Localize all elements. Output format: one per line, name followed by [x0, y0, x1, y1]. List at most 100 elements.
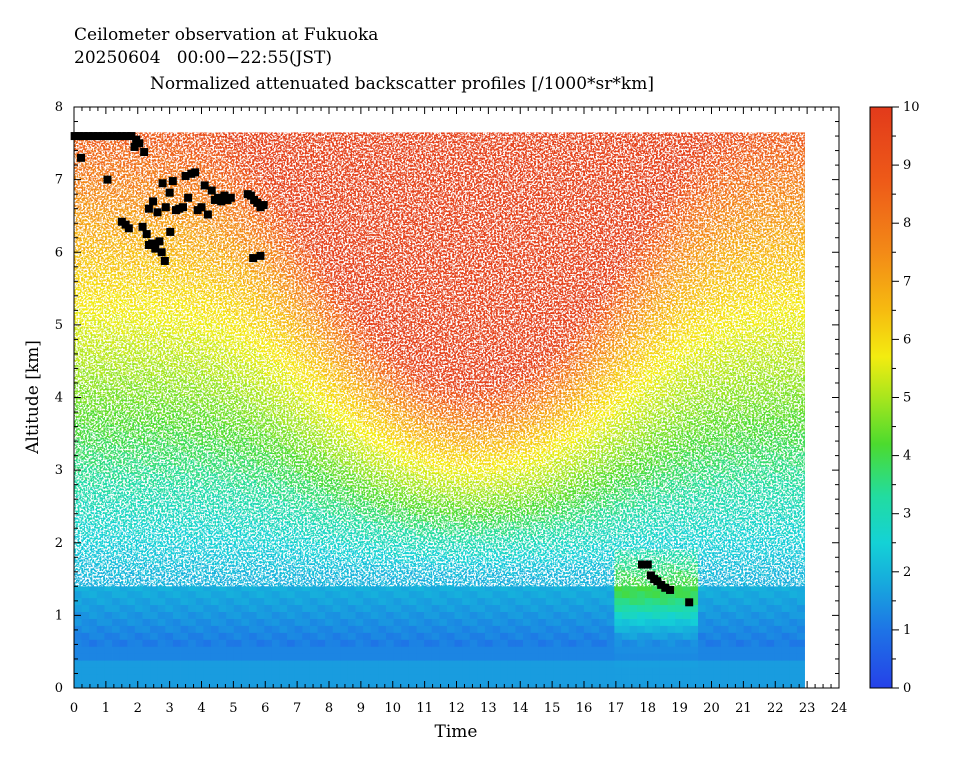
heat-cell — [180, 632, 189, 640]
heat-cell — [530, 667, 539, 675]
heat-cell — [89, 681, 98, 689]
heat-cell — [408, 604, 417, 612]
heat-cell — [591, 625, 600, 633]
heat-cell — [789, 597, 798, 606]
heat-cell — [89, 590, 98, 599]
heat-cell — [758, 618, 767, 626]
heat-cell — [363, 625, 372, 633]
heat-cell — [644, 618, 653, 626]
heat-cell — [477, 646, 486, 654]
heat-cell — [302, 597, 311, 606]
heat-cell — [408, 646, 417, 654]
heat-cell — [325, 590, 334, 599]
heat-cell — [637, 604, 646, 612]
heat-cell — [431, 639, 440, 647]
heat-cell — [218, 597, 227, 606]
heat-cell — [446, 660, 455, 668]
heat-cell — [523, 590, 532, 599]
heat-cell — [606, 660, 615, 668]
heat-cell — [454, 604, 463, 612]
heat-cell — [667, 653, 676, 661]
heat-cell — [317, 618, 326, 626]
heat-cell — [393, 625, 402, 633]
heat-cell — [172, 674, 181, 682]
heat-cell — [302, 590, 311, 599]
heat-cell — [279, 618, 288, 626]
heat-cell — [195, 604, 204, 612]
heat-cell — [424, 583, 433, 592]
heat-cell — [659, 653, 668, 661]
heat-cell — [241, 653, 250, 661]
heat-cell — [728, 604, 737, 612]
heat-cell — [591, 632, 600, 640]
heat-cell — [226, 611, 235, 619]
heat-cell — [507, 590, 516, 599]
heat-cell — [408, 632, 417, 640]
heat-cell — [515, 660, 524, 668]
heat-cell — [393, 646, 402, 654]
heat-cell — [210, 667, 219, 675]
heat-cell — [629, 681, 638, 689]
heat-cell — [690, 597, 699, 606]
heat-cell — [233, 660, 242, 668]
heat-cell — [264, 674, 273, 682]
heat-cell — [659, 625, 668, 633]
heat-cell — [363, 611, 372, 619]
heat-cell — [644, 632, 653, 640]
heat-cell — [507, 674, 516, 682]
heat-cell — [188, 639, 197, 647]
heat-cell — [515, 583, 524, 592]
heat-cell — [637, 583, 646, 592]
heat-cell — [568, 583, 577, 592]
heat-cell — [766, 667, 775, 675]
heat-cell — [309, 674, 318, 682]
heat-cell — [644, 590, 653, 599]
heat-cell — [621, 604, 630, 612]
heat-cell — [172, 646, 181, 654]
heat-cell — [134, 625, 143, 633]
heat-cell — [500, 590, 509, 599]
heat-cell — [332, 590, 341, 599]
heat-cell — [789, 618, 798, 626]
heat-cell — [568, 653, 577, 661]
heat-cell — [325, 639, 334, 647]
heat-cell — [530, 646, 539, 654]
heat-cell — [195, 618, 204, 626]
heat-cell — [431, 611, 440, 619]
heat-cell — [226, 590, 235, 599]
heat-cell — [210, 632, 219, 640]
heat-cell — [424, 597, 433, 606]
heat-cell — [629, 597, 638, 606]
heat-cell — [720, 639, 729, 647]
heat-cell — [340, 660, 349, 668]
heat-cell — [652, 590, 661, 599]
heat-cell — [629, 639, 638, 647]
heat-cell — [218, 625, 227, 633]
heat-cell — [241, 667, 250, 675]
heat-cell — [119, 597, 128, 606]
heat-cell — [705, 625, 714, 633]
heat-cell — [424, 667, 433, 675]
heat-cell — [659, 590, 668, 599]
heat-cell — [378, 590, 387, 599]
heat-cell — [309, 597, 318, 606]
heat-cell — [796, 674, 805, 682]
heat-cell — [127, 604, 136, 612]
heat-cell — [378, 646, 387, 654]
heat-cell — [233, 646, 242, 654]
heat-cell — [705, 674, 714, 682]
heat-cell — [484, 604, 493, 612]
heat-cell — [203, 597, 212, 606]
heat-cell — [332, 618, 341, 626]
heat-cell — [713, 583, 722, 592]
heat-cell — [127, 660, 136, 668]
heat-cell — [530, 611, 539, 619]
heat-cell — [743, 646, 752, 654]
heat-cell — [538, 660, 547, 668]
heat-cell — [530, 590, 539, 599]
heat-cell — [287, 583, 296, 592]
heat-cell — [340, 611, 349, 619]
heat-cell — [81, 674, 90, 682]
heat-cell — [446, 597, 455, 606]
heat-cell — [218, 674, 227, 682]
